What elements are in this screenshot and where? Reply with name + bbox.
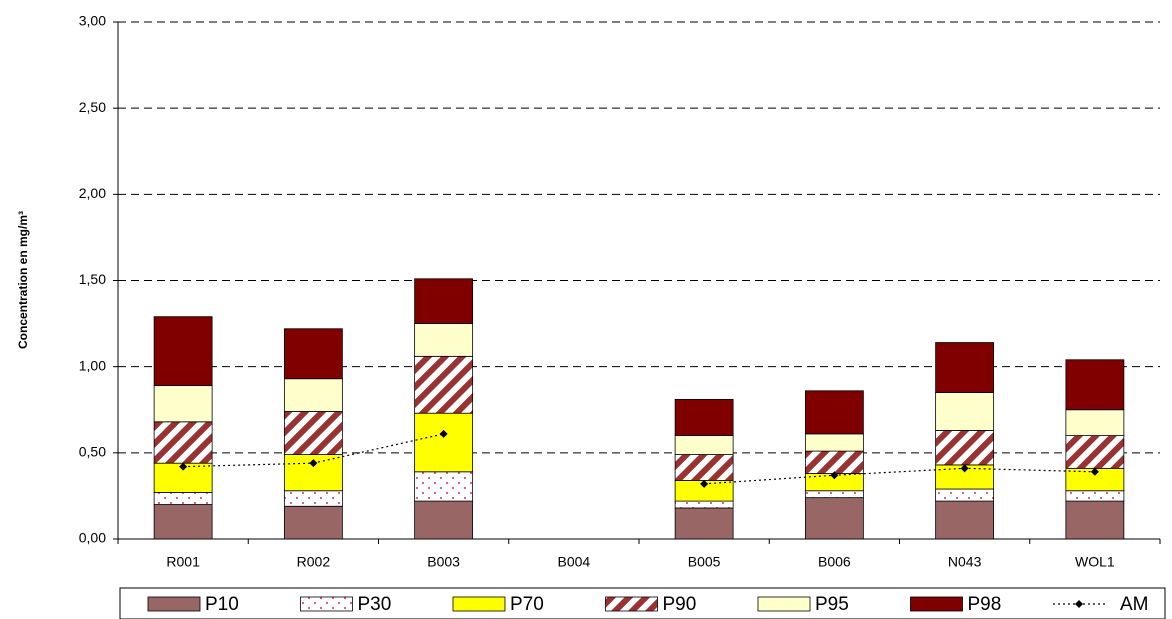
bar-segment [674,435,734,455]
legend-swatch [452,596,506,612]
bar-segment [414,323,474,357]
bar-segment [1065,500,1125,540]
bar-segment [153,421,213,464]
bar-segment [153,385,213,423]
bar-segment [1065,435,1125,469]
legend-label: P95 [815,594,849,615]
legend-label: AM [1120,594,1149,615]
legend-swatch [605,596,658,612]
bar-segment [674,399,734,437]
legend-swatch [910,596,963,612]
bar-segment [804,450,864,474]
bar-segment [1065,409,1125,437]
legend-label: P70 [510,594,544,615]
bar-segment [674,500,734,509]
bar-segment [153,316,213,387]
bar-segment [283,378,343,412]
legend-label: P90 [663,594,697,615]
bar-segment [674,507,734,540]
bar-segment [935,392,995,431]
bar-segment [414,278,474,324]
point [179,462,188,471]
x-tick-label: B005 [688,554,721,570]
legend-label: P98 [968,594,1002,615]
legend-swatch [147,596,201,612]
line [704,467,1095,485]
x-tick-label: N043 [948,554,982,570]
bar-segment [804,497,864,540]
y-tick-label: 3,00 [79,13,106,29]
y-tick-label: 2,00 [79,185,106,201]
bar-segment [804,490,864,499]
y-tick-label: 2,50 [79,99,106,115]
y-tick-label: 1,00 [79,357,106,373]
bar-segment [804,390,864,435]
x-tick-label: R002 [297,554,331,570]
x-tick-label: B004 [558,554,591,570]
y-tick-label: 1,50 [79,271,106,287]
legend-label: P30 [358,594,392,615]
bar-segment [414,355,474,414]
y-axis-label: Concentration en mg/m³ [16,211,30,349]
x-tick-label: B006 [818,554,851,570]
bar-segment [1065,490,1125,502]
bar-segment [674,454,734,481]
bar-segment [283,505,343,540]
y-tick-label: 0,00 [79,530,106,546]
x-tick-label: WOL1 [1075,554,1115,570]
point [439,429,448,438]
bar-segment [153,504,213,540]
bar-segment [414,412,474,473]
point [1090,467,1099,476]
y-tick-label: 0,50 [79,444,106,460]
bar-segment [935,342,995,393]
bar-segment [283,490,343,507]
legend-swatch [757,596,811,612]
bar-segment [935,500,995,540]
x-tick-label: B003 [427,554,460,570]
bar-segment [153,492,213,505]
point [960,464,969,473]
bar-segment [283,328,343,380]
bar-segment [935,430,995,466]
bar-segment [414,500,474,540]
point [830,471,839,480]
bar-segment [804,433,864,452]
bar-segment [414,471,474,502]
bar-segment [283,411,343,455]
x-tick-label: R001 [166,554,200,570]
point [700,479,709,488]
legend-swatch [300,596,353,612]
bar-segment [935,488,995,502]
bar-segment [1065,359,1125,411]
point [309,459,318,468]
legend-label: P10 [205,594,239,615]
legend-marker [1075,600,1083,608]
